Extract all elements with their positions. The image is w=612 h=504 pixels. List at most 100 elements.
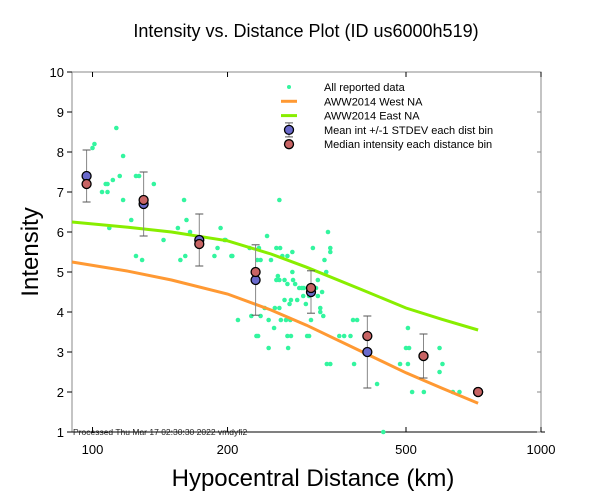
data-point [315, 293, 321, 299]
data-point [161, 237, 166, 243]
median-marker [362, 330, 373, 342]
aww2014-east-na-line [71, 220, 479, 332]
data-point [268, 257, 274, 263]
data-point [254, 257, 260, 263]
data-point [215, 245, 220, 251]
y-axis-label: Intensity [17, 207, 44, 296]
median-marker [250, 266, 261, 278]
data-point [105, 181, 110, 187]
median-marker [418, 350, 429, 362]
data-point [266, 317, 271, 323]
data-point [175, 225, 181, 231]
data-point [151, 181, 157, 187]
data-point [315, 277, 321, 283]
data-point [178, 257, 183, 263]
data-point [290, 269, 295, 275]
y-tick-label: 10 [50, 65, 64, 80]
data-point [341, 333, 347, 339]
data-point [405, 325, 411, 331]
y-tick-label: 9 [57, 105, 64, 120]
data-point [92, 141, 97, 147]
data-point [99, 189, 105, 195]
data-point [277, 197, 282, 203]
y-tick-label: 2 [57, 385, 64, 400]
data-point [258, 257, 263, 263]
data-point [255, 333, 261, 339]
data-point [288, 333, 294, 339]
data-point [437, 369, 442, 375]
data-point [277, 277, 282, 283]
y-tick-label: 5 [57, 265, 64, 280]
median-marker [194, 238, 205, 250]
data-point [421, 389, 427, 395]
data-point [136, 173, 142, 179]
data-point [406, 345, 412, 351]
data-point [218, 225, 223, 231]
data-point [258, 313, 263, 319]
data-point [374, 381, 380, 387]
data-point [277, 245, 283, 251]
data-point [328, 245, 333, 251]
data-point [285, 345, 291, 351]
median-marker [472, 386, 484, 398]
data-point [440, 361, 445, 367]
data-point [271, 325, 277, 331]
data-point [249, 313, 254, 319]
x-tick-label: 1000 [527, 442, 556, 457]
data-point [308, 317, 314, 323]
data-point [285, 333, 290, 339]
plot-area: 1 2 3 4 5 6 7 8 9 10 100 200 500 1000 [50, 65, 556, 457]
data-point [324, 361, 330, 367]
median-marker [138, 194, 149, 206]
data-point [117, 173, 123, 179]
data-point [306, 333, 312, 339]
data-point [328, 249, 333, 255]
data-point [181, 197, 187, 203]
data-point [128, 217, 134, 223]
median-marker [81, 178, 92, 190]
legend-median-marker-icon [283, 139, 295, 150]
y-tick-label: 1 [57, 425, 64, 440]
data-point [120, 153, 126, 159]
data-point [282, 297, 287, 303]
data-point [235, 317, 241, 323]
y-tick-label: 7 [57, 185, 64, 200]
data-point [133, 253, 139, 259]
legend: All reported data AWW2014 West NA AWW2014 … [281, 82, 493, 151]
y-tick-label: 8 [57, 145, 64, 160]
data-point [274, 245, 279, 251]
y-tick-label: 4 [57, 305, 64, 320]
data-point [354, 317, 360, 323]
data-point [301, 285, 307, 291]
data-point [264, 233, 270, 239]
data-point [292, 281, 298, 287]
legend-mean-marker-icon [283, 124, 295, 136]
data-point [212, 253, 217, 259]
data-point [319, 289, 325, 295]
data-point [120, 197, 126, 203]
data-point [285, 281, 290, 287]
data-point [105, 189, 110, 195]
legend-label: Mean int +/-1 STDEV each dist bin [324, 125, 493, 137]
data-point [317, 309, 323, 315]
data-point [322, 257, 327, 263]
data-point [282, 277, 287, 283]
data-point [275, 273, 281, 279]
data-point [457, 389, 462, 395]
data-point [290, 249, 295, 255]
x-axis-label: Hypocentral Distance (km) [172, 465, 455, 492]
data-point [397, 361, 403, 367]
legend-label: AWW2014 East NA [324, 111, 420, 123]
data-point [300, 293, 306, 299]
data-point [380, 429, 386, 435]
data-point [90, 145, 95, 151]
legend-label: AWW2014 West NA [324, 96, 423, 108]
mean-marker [362, 346, 373, 358]
data-point [320, 313, 326, 319]
median-marker [305, 282, 317, 294]
footnote: Processed Thu Mar 17 02:30:30 2022 vmdyf… [73, 427, 247, 437]
data-point [266, 345, 271, 351]
legend-dot-icon [287, 85, 291, 89]
data-point [287, 301, 292, 307]
